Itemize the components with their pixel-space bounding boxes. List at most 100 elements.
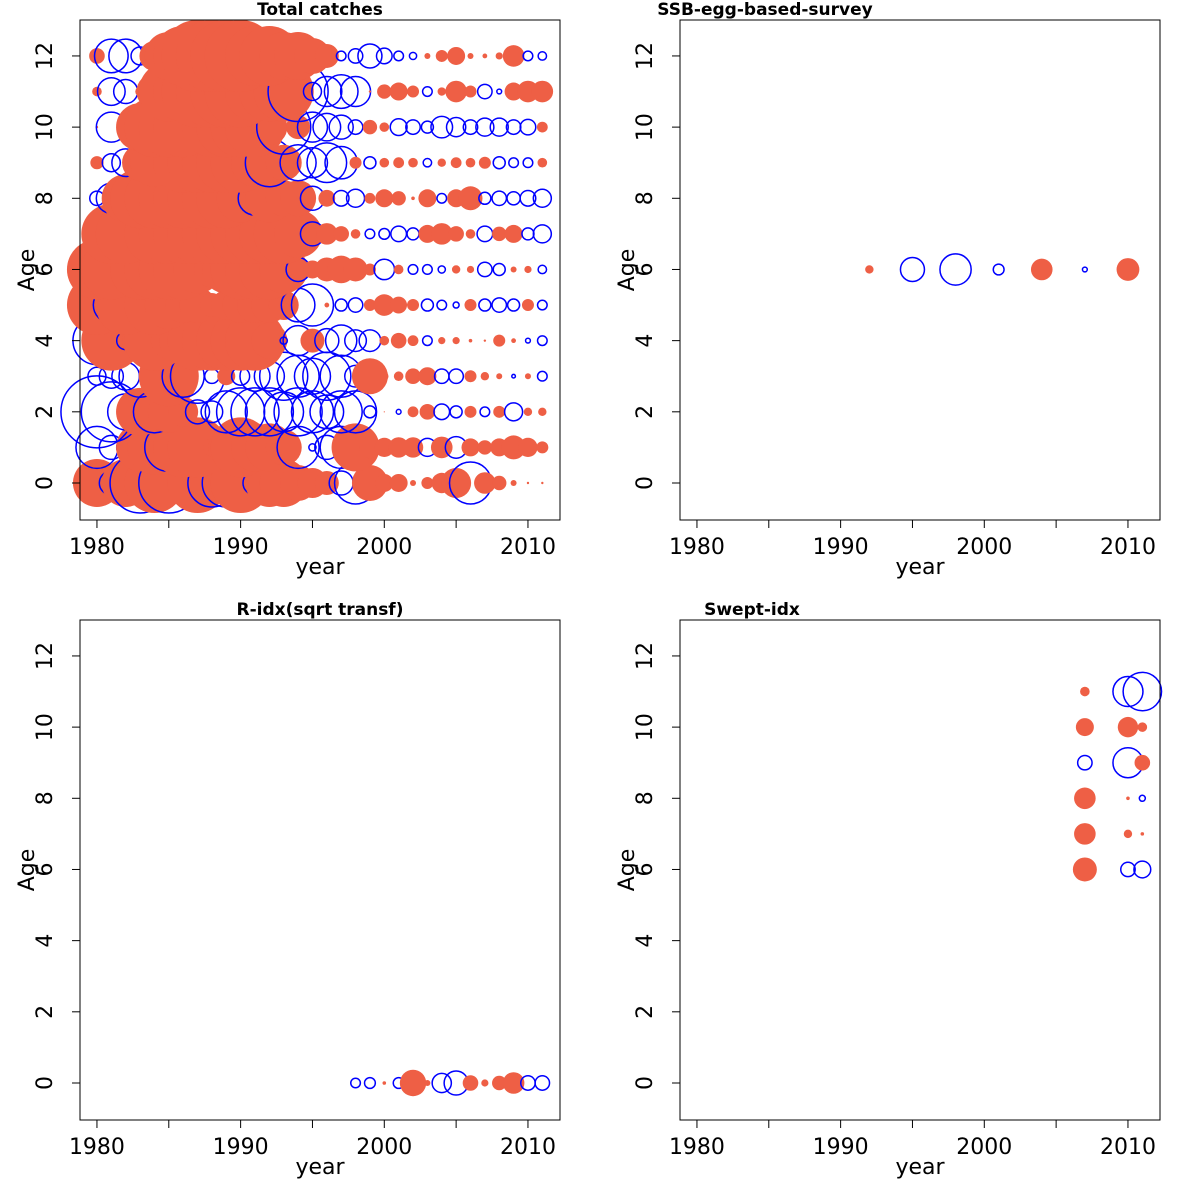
bubble <box>217 367 236 386</box>
y-tick-label: 6 <box>33 862 58 876</box>
bubble <box>537 50 548 61</box>
bubble <box>421 263 433 276</box>
bubble <box>265 144 302 181</box>
bubble <box>524 265 532 274</box>
bubble <box>436 192 448 204</box>
bubble <box>314 43 339 68</box>
x-tick-label: 2010 <box>500 535 556 560</box>
bubble <box>379 157 390 168</box>
bubble <box>357 43 383 69</box>
bubble <box>445 80 467 103</box>
bubble <box>496 88 503 95</box>
bubble <box>476 225 494 243</box>
bubble <box>93 38 129 74</box>
bubble <box>399 1069 427 1097</box>
chart-title: Swept-idx <box>704 600 800 620</box>
bubble <box>475 117 495 137</box>
bubble <box>389 473 408 492</box>
y-tick-label: 10 <box>633 713 658 741</box>
bubble <box>1133 860 1152 879</box>
bubble <box>430 115 454 139</box>
bubble <box>302 351 352 401</box>
bubble <box>492 475 507 491</box>
bubble <box>538 407 547 417</box>
bubble <box>492 262 506 277</box>
bubble <box>364 192 376 204</box>
bubble <box>402 437 424 458</box>
y-tick-label: 8 <box>33 791 58 805</box>
bubble <box>451 265 461 274</box>
bubble <box>377 84 392 99</box>
bubble <box>390 225 408 243</box>
bubble <box>244 387 295 437</box>
bubble <box>332 189 350 207</box>
bubble <box>504 224 523 243</box>
bubble <box>276 354 320 398</box>
x-tick-label: 1990 <box>213 535 269 560</box>
bubble <box>433 368 450 385</box>
bubble <box>424 1079 431 1086</box>
bubble <box>290 283 335 327</box>
bubble <box>477 440 493 455</box>
bubble <box>421 476 434 489</box>
y-tick-label: 8 <box>633 791 658 805</box>
bubble <box>532 188 553 209</box>
bubble <box>375 189 394 208</box>
bubble <box>464 85 477 98</box>
bubble <box>408 51 418 61</box>
bubble <box>467 52 474 59</box>
plot-frame <box>679 19 1161 521</box>
y-tick-label: 6 <box>633 862 658 876</box>
x-axis-label: year <box>895 555 945 580</box>
bubble <box>483 339 487 342</box>
x-tick-label: 1980 <box>69 535 125 560</box>
bubble <box>87 366 107 386</box>
bubble <box>536 370 548 382</box>
y-tick-label: 12 <box>633 642 658 670</box>
bubble <box>331 423 380 472</box>
bubble <box>519 189 537 207</box>
bubble <box>448 368 465 385</box>
y-tick-label: 12 <box>633 42 658 70</box>
bubble <box>347 297 364 314</box>
x-tick-label: 1990 <box>813 535 869 560</box>
bubble <box>437 87 446 96</box>
bubble <box>452 301 460 309</box>
x-axis-label: year <box>295 1155 345 1180</box>
bubble <box>506 190 521 206</box>
bubble <box>389 117 408 137</box>
bubble <box>462 1075 479 1091</box>
bubble <box>350 229 361 239</box>
bubble <box>184 399 211 425</box>
chart-title: Total catches <box>257 0 383 20</box>
bubble <box>368 90 372 93</box>
y-tick-label: 10 <box>633 113 658 141</box>
x-tick-label: 2000 <box>356 1135 412 1160</box>
y-tick-label: 2 <box>633 405 658 419</box>
bubble <box>468 338 473 343</box>
bubble <box>391 191 406 206</box>
bubble <box>96 76 126 107</box>
bubble <box>478 298 492 312</box>
bubble <box>522 50 534 62</box>
bubble <box>308 443 317 452</box>
x-tick-label: 2010 <box>1100 535 1156 560</box>
bubble <box>383 411 385 413</box>
bubble <box>318 189 336 207</box>
bubble <box>420 120 435 134</box>
bubble <box>1134 754 1151 771</box>
bubble <box>296 111 329 143</box>
y-tick-label: 10 <box>33 713 58 741</box>
bubble <box>474 472 496 494</box>
bubble <box>411 196 415 201</box>
bubble <box>351 358 388 395</box>
y-tick-label: 12 <box>33 42 58 70</box>
x-tick-label: 2010 <box>1100 1135 1156 1160</box>
bubble <box>495 52 503 60</box>
bubble <box>465 157 476 168</box>
bubble <box>407 406 419 418</box>
bubble <box>1112 675 1144 708</box>
bubble <box>410 479 417 486</box>
bubble <box>375 47 393 65</box>
bubble <box>407 299 420 312</box>
